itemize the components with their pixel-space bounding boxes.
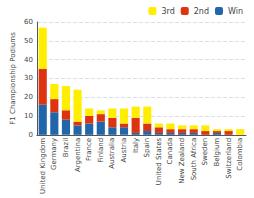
svg-text:Colombia: Colombia	[236, 138, 244, 171]
svg-text:Germany: Germany	[50, 138, 58, 170]
svg-text:10: 10	[24, 112, 33, 120]
svg-text:France: France	[85, 138, 93, 161]
svg-text:Canada: Canada	[166, 138, 174, 165]
svg-text:Australia: Australia	[108, 138, 116, 169]
svg-text:Sweden: Sweden	[201, 138, 209, 166]
svg-text:Argentina: Argentina	[74, 138, 82, 172]
svg-text:South Africa: South Africa	[190, 138, 198, 181]
svg-text:F1 Championship Podiums: F1 Championship Podiums	[9, 32, 17, 125]
svg-text:Win: Win	[228, 7, 243, 16]
svg-text:Finland: Finland	[97, 138, 105, 163]
svg-text:30: 30	[24, 74, 33, 82]
svg-text:Belgium: Belgium	[213, 138, 221, 167]
svg-text:50: 50	[24, 37, 33, 45]
svg-text:0: 0	[28, 131, 32, 139]
svg-text:40: 40	[24, 56, 33, 64]
svg-text:Spain: Spain	[143, 138, 151, 158]
svg-text:United Kingdom: United Kingdom	[39, 138, 47, 194]
svg-text:New Zealand: New Zealand	[178, 138, 186, 184]
svg-text:Brazil: Brazil	[62, 138, 70, 158]
svg-text:Italy: Italy	[132, 138, 140, 153]
svg-text:20: 20	[24, 93, 33, 101]
svg-text:Switzerland: Switzerland	[225, 138, 233, 179]
svg-text:60: 60	[24, 18, 33, 26]
svg-text:Austria: Austria	[120, 138, 128, 163]
svg-text:United States: United States	[155, 137, 163, 185]
svg-text:3rd: 3rd	[161, 7, 174, 16]
svg-text:2nd: 2nd	[194, 7, 209, 16]
